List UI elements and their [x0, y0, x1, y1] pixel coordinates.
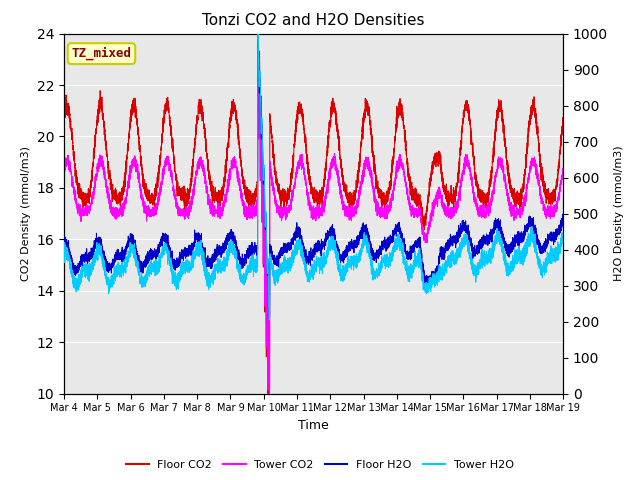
- Y-axis label: CO2 Density (mmol/m3): CO2 Density (mmol/m3): [21, 146, 31, 281]
- Line: Tower CO2: Tower CO2: [64, 34, 563, 394]
- Floor CO2: [387, 186, 394, 192]
- Floor H2O: [387, 235, 394, 241]
- Floor H2O: [266, 318, 273, 324]
- Floor H2O: [559, 220, 567, 226]
- Tower CO2: [200, 162, 207, 168]
- Floor H2O: [423, 283, 431, 288]
- Tower H2O: [518, 249, 526, 255]
- Floor H2O: [227, 229, 234, 235]
- Line: Tower H2O: Tower H2O: [64, 34, 563, 321]
- Tower H2O: [559, 236, 567, 242]
- Line: Floor CO2: Floor CO2: [64, 34, 563, 394]
- Floor CO2: [200, 125, 207, 131]
- Tower CO2: [254, 31, 262, 36]
- Floor CO2: [264, 391, 271, 396]
- X-axis label: Time: Time: [298, 419, 329, 432]
- Floor H2O: [254, 31, 262, 36]
- Tower H2O: [423, 285, 431, 290]
- Tower H2O: [387, 264, 394, 269]
- Y-axis label: H2O Density (mmol/m3): H2O Density (mmol/m3): [614, 146, 623, 281]
- Tower H2O: [254, 31, 262, 36]
- Floor CO2: [227, 118, 234, 124]
- Tower CO2: [265, 391, 273, 396]
- Tower H2O: [227, 243, 234, 249]
- Floor CO2: [60, 118, 68, 123]
- Tower H2O: [60, 251, 68, 256]
- Tower CO2: [227, 168, 234, 174]
- Tower H2O: [351, 257, 358, 263]
- Legend: Floor CO2, Tower CO2, Floor H2O, Tower H2O: Floor CO2, Tower CO2, Floor H2O, Tower H…: [122, 456, 518, 474]
- Tower CO2: [351, 205, 358, 211]
- Floor CO2: [518, 186, 526, 192]
- Tower CO2: [387, 197, 394, 203]
- Floor H2O: [518, 238, 526, 244]
- Tower CO2: [423, 234, 431, 240]
- Tower H2O: [200, 258, 207, 264]
- Tower H2O: [266, 318, 273, 324]
- Tower CO2: [518, 203, 526, 208]
- Text: TZ_mixed: TZ_mixed: [72, 47, 131, 60]
- Floor CO2: [423, 210, 431, 216]
- Floor CO2: [351, 191, 358, 197]
- Tower CO2: [60, 170, 68, 176]
- Floor H2O: [200, 251, 207, 257]
- Floor H2O: [351, 239, 358, 245]
- Floor H2O: [60, 243, 68, 249]
- Line: Floor H2O: Floor H2O: [64, 34, 563, 321]
- Floor CO2: [254, 31, 262, 36]
- Floor CO2: [559, 115, 567, 121]
- Tower CO2: [559, 165, 567, 170]
- Title: Tonzi CO2 and H2O Densities: Tonzi CO2 and H2O Densities: [202, 13, 425, 28]
